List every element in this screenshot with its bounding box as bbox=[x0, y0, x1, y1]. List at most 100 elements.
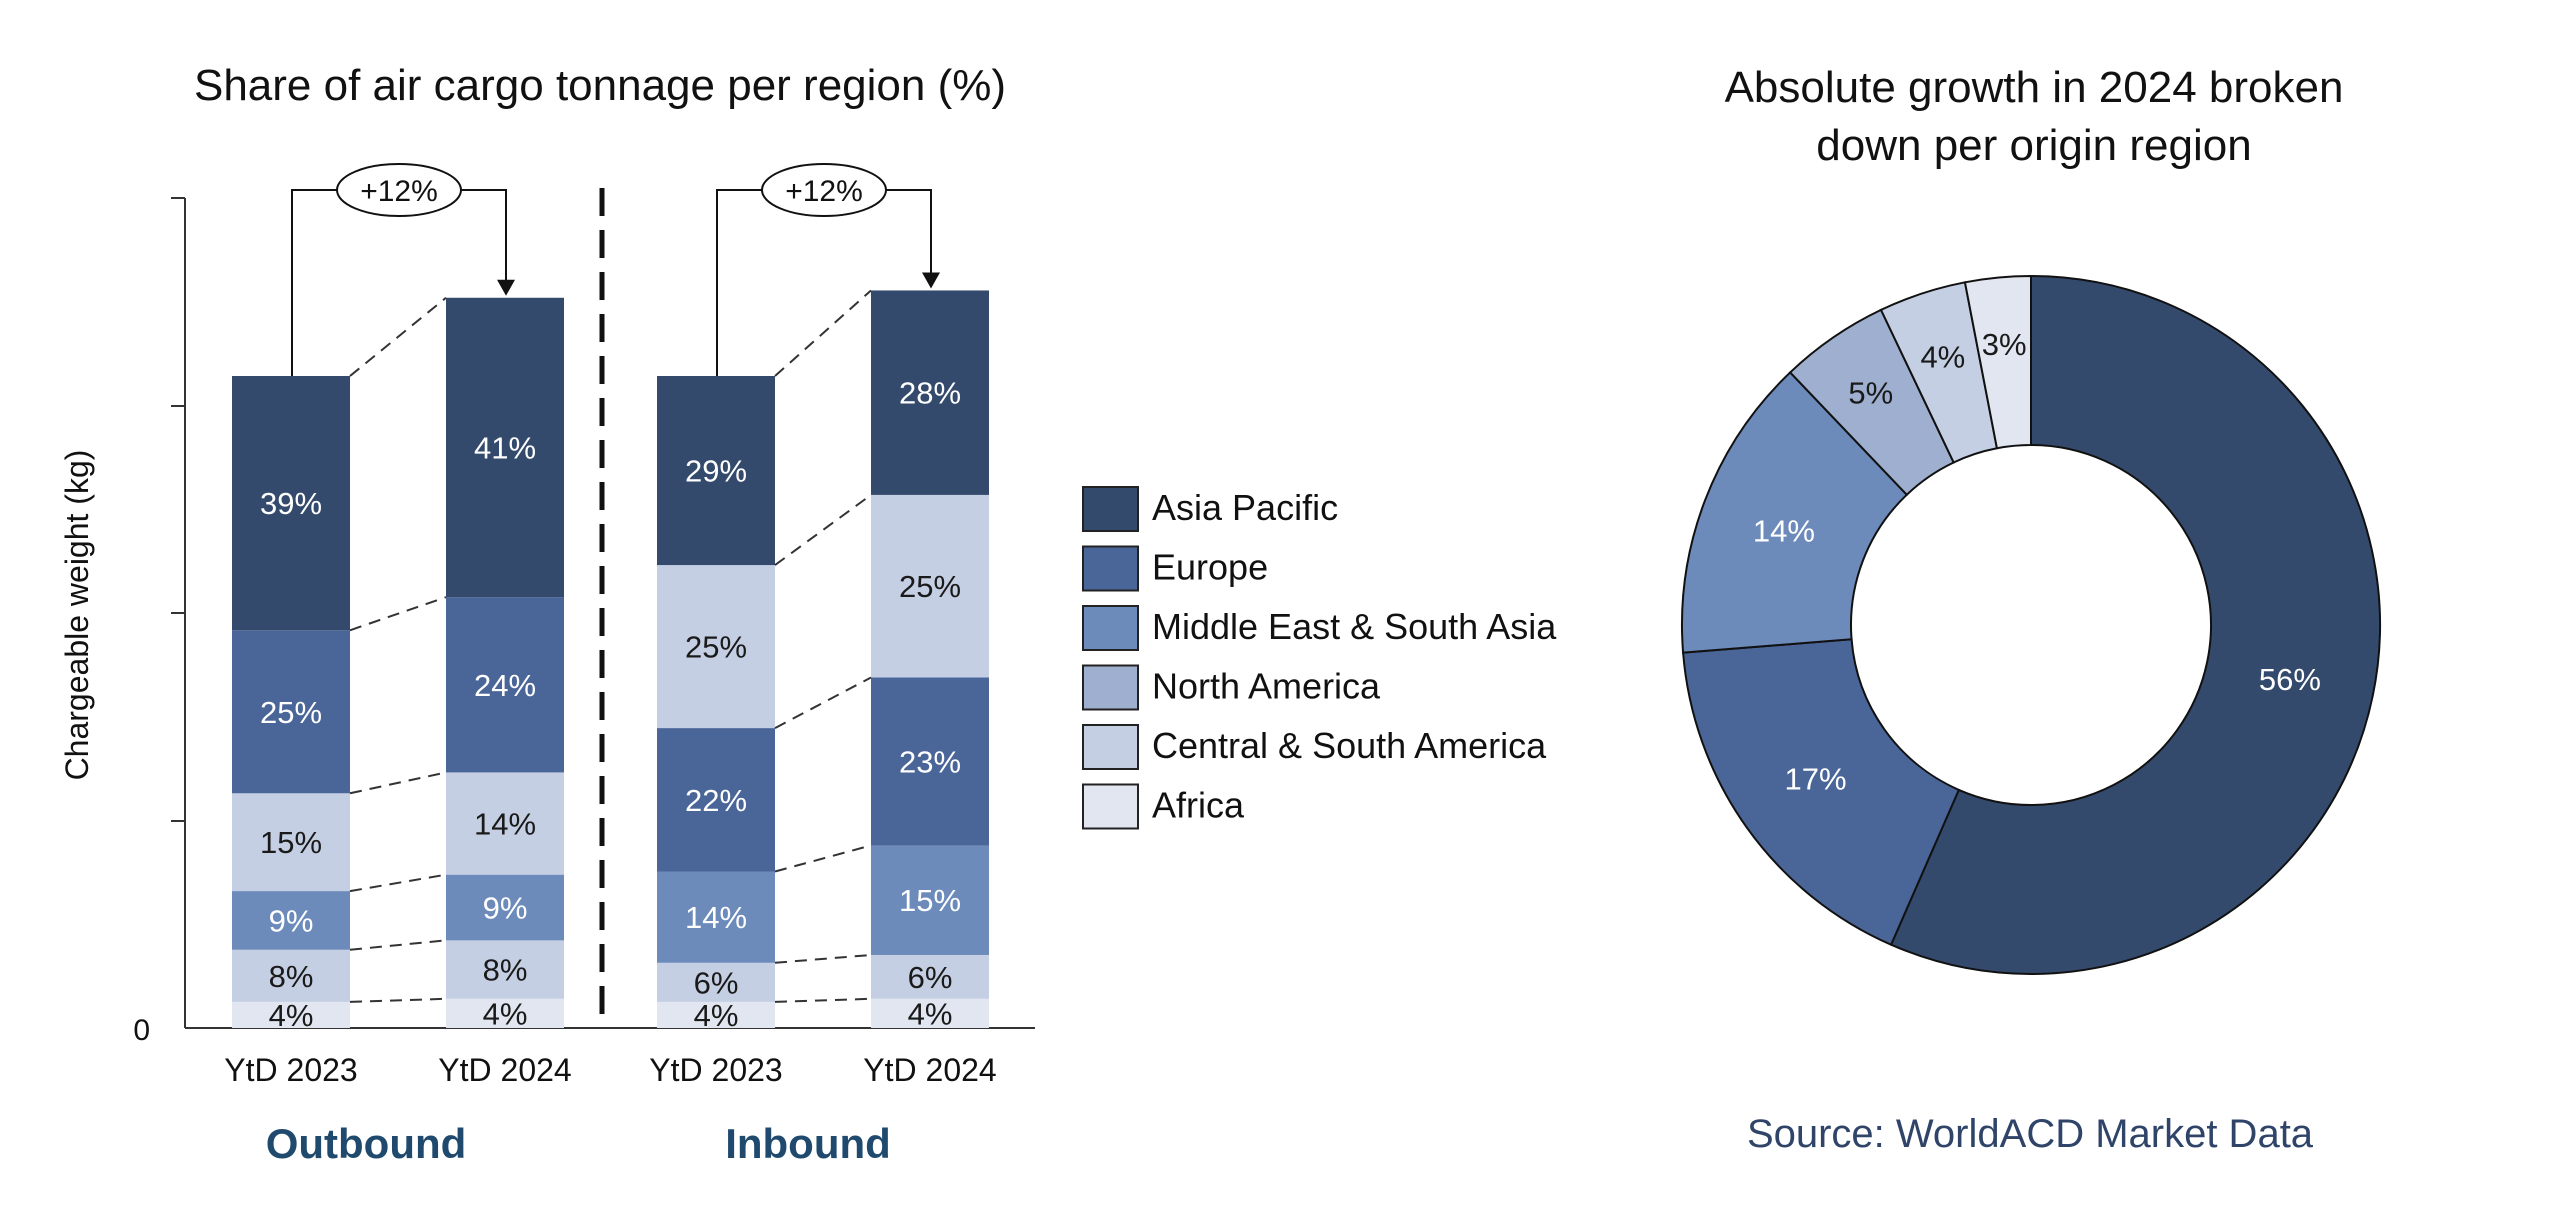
bar-segment bbox=[657, 728, 775, 872]
legend-swatch bbox=[1082, 545, 1139, 592]
legend-label: Central & South America bbox=[1152, 725, 1547, 766]
growth-badge bbox=[336, 163, 462, 217]
data-label: 9% bbox=[269, 903, 314, 938]
donut-title-line-2: down per origin region bbox=[1816, 121, 2251, 170]
bar-segment bbox=[871, 677, 989, 846]
bar-segment bbox=[446, 874, 564, 941]
donut-slice bbox=[1681, 371, 1909, 654]
y-axis-zero-label: 0 bbox=[133, 1014, 150, 1047]
bar-segment bbox=[871, 845, 989, 955]
chart-title: Share of air cargo tonnage per region (%… bbox=[194, 61, 1006, 110]
bar-segment bbox=[871, 954, 989, 999]
y-axis-label: Chargeable weight (kg) bbox=[59, 450, 95, 781]
bar-segment bbox=[657, 376, 775, 566]
legend-swatch bbox=[1082, 664, 1139, 711]
x-tick-label: YtD 2023 bbox=[649, 1052, 782, 1088]
data-label: 8% bbox=[483, 953, 528, 988]
bar-segment bbox=[446, 998, 564, 1028]
growth-label: +12% bbox=[785, 175, 863, 208]
connector-line bbox=[349, 596, 447, 632]
data-label: 24% bbox=[474, 668, 536, 703]
bar-segment bbox=[232, 376, 350, 631]
connector-line bbox=[774, 494, 872, 566]
bar-segment bbox=[446, 940, 564, 999]
bar-segment bbox=[446, 772, 564, 875]
data-label: 4% bbox=[483, 996, 528, 1031]
data-label: 9% bbox=[483, 891, 528, 926]
data-label: 22% bbox=[685, 783, 747, 818]
connector-line bbox=[774, 844, 872, 873]
bar-segment bbox=[446, 597, 564, 773]
legend-swatch bbox=[1082, 605, 1139, 651]
bar-segment bbox=[871, 494, 989, 678]
data-label: 4% bbox=[694, 998, 739, 1033]
connector-line bbox=[774, 953, 872, 964]
legend-swatch bbox=[1082, 783, 1139, 830]
growth-arrowhead bbox=[922, 272, 940, 289]
data-label: 29% bbox=[685, 454, 747, 489]
data-label: 25% bbox=[260, 695, 322, 730]
legend-swatch bbox=[1082, 486, 1139, 532]
data-label: 4% bbox=[269, 998, 314, 1033]
data-label: 23% bbox=[899, 744, 961, 779]
bar-segment bbox=[232, 793, 350, 892]
bar-segment bbox=[871, 998, 989, 1028]
stacked-bars: 4% 8% 9% 15% 25% 39% YtD 2023 4% 8% 9% 14% 24% 41% Yt… bbox=[171, 163, 1035, 1167]
connector-line bbox=[349, 771, 447, 795]
x-tick-label: YtD 2024 bbox=[863, 1052, 996, 1088]
slice-label: 14% bbox=[1753, 514, 1815, 549]
legend-swatch bbox=[1082, 724, 1139, 770]
bar-segment bbox=[232, 630, 350, 794]
donut-slice bbox=[1682, 638, 1961, 947]
data-label: 14% bbox=[685, 900, 747, 935]
legend-label: Europe bbox=[1152, 547, 1268, 588]
data-label: 25% bbox=[899, 569, 961, 604]
growth-badge bbox=[761, 163, 887, 217]
bar-segment bbox=[446, 297, 564, 598]
donut-chart: 56% 17% 14% 5% 4% 3% bbox=[1681, 274, 2381, 975]
legend-label: Asia Pacific bbox=[1152, 487, 1338, 528]
data-label: 6% bbox=[694, 965, 739, 1000]
data-label: 6% bbox=[908, 960, 953, 995]
group-label: Inbound bbox=[725, 1120, 891, 1167]
donut-title-line-1: Absolute growth in 2024 broken bbox=[1725, 63, 2344, 112]
donut-slice bbox=[1889, 274, 2381, 975]
connector-line bbox=[774, 997, 872, 1003]
connector-line bbox=[774, 676, 872, 729]
connector-line bbox=[349, 997, 447, 1003]
slice-label: 4% bbox=[1920, 340, 1965, 375]
slice-label: 5% bbox=[1848, 375, 1893, 410]
connector-line bbox=[349, 296, 447, 377]
legend: Asia Pacific Europe Middle East & South As… bbox=[1082, 486, 1557, 830]
data-label: 14% bbox=[474, 807, 536, 842]
source-note: Source: WorldACD Market Data bbox=[1747, 1112, 2314, 1156]
growth-arrowhead bbox=[497, 279, 515, 296]
data-label: 4% bbox=[908, 996, 953, 1031]
slice-label: 56% bbox=[2259, 662, 2321, 697]
bar-segment bbox=[871, 290, 989, 495]
data-label: 15% bbox=[260, 825, 322, 860]
data-label: 41% bbox=[474, 430, 536, 465]
group-label: Outbound bbox=[266, 1120, 467, 1167]
bar-segment bbox=[657, 1001, 775, 1028]
bar-segment bbox=[232, 949, 350, 1002]
legend-label: Middle East & South Asia bbox=[1152, 606, 1557, 647]
connector-line bbox=[774, 289, 872, 377]
bar-segment bbox=[232, 1001, 350, 1028]
data-label: 28% bbox=[899, 376, 961, 411]
connector-line bbox=[349, 939, 447, 951]
donut-slice bbox=[1963, 274, 2032, 450]
data-label: 39% bbox=[260, 486, 322, 521]
data-label: 8% bbox=[269, 959, 314, 994]
bar-segment bbox=[657, 962, 775, 1002]
bar-segment bbox=[657, 871, 775, 963]
x-tick-label: YtD 2023 bbox=[224, 1052, 357, 1088]
growth-label: +12% bbox=[360, 175, 438, 208]
bar-segment bbox=[657, 565, 775, 729]
data-label: 25% bbox=[685, 630, 747, 665]
data-label: 15% bbox=[899, 883, 961, 918]
slice-label: 17% bbox=[1785, 761, 1847, 796]
bar-segment bbox=[232, 891, 350, 950]
legend-label: North America bbox=[1152, 666, 1381, 707]
